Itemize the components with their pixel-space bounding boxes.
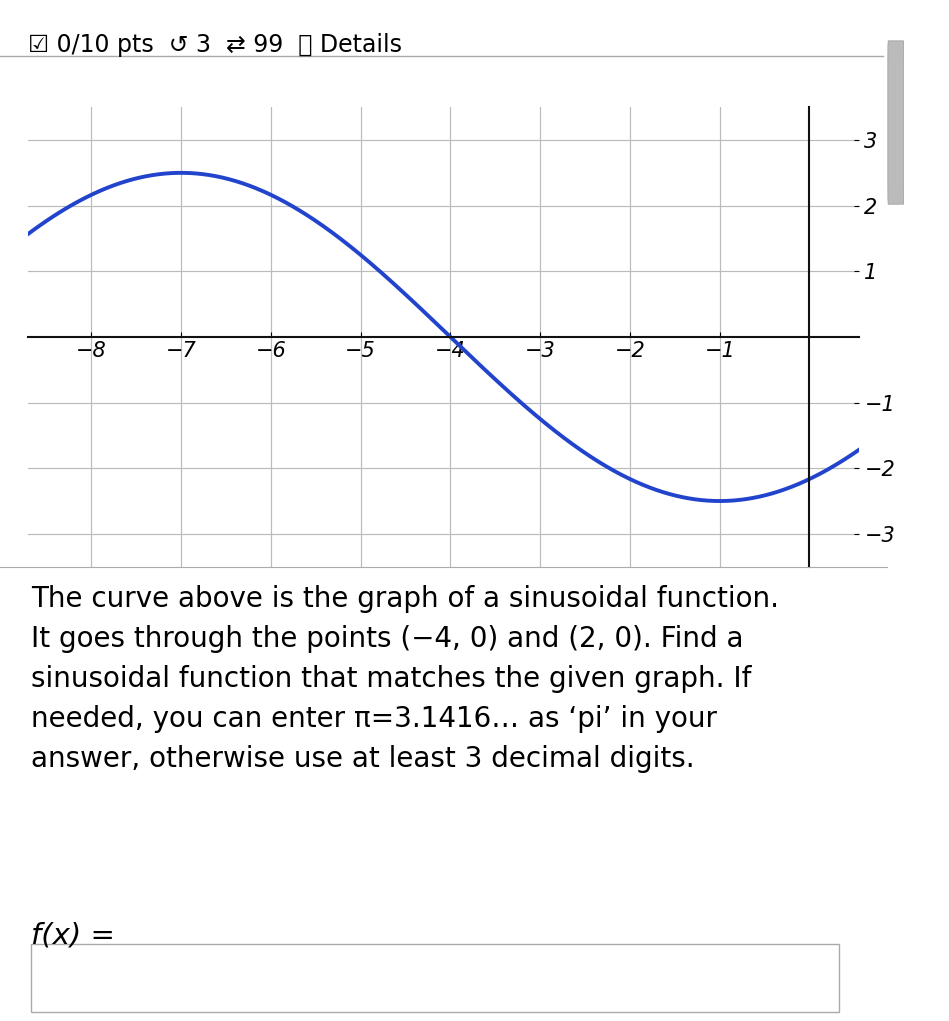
Text: f(x) =: f(x) = bbox=[31, 921, 115, 950]
FancyBboxPatch shape bbox=[888, 41, 903, 204]
Text: The curve above is the graph of a sinusoidal function.
It goes through the point: The curve above is the graph of a sinuso… bbox=[31, 585, 779, 773]
Text: ☑ 0/10 pts  ↺ 3  ⇄ 99  ⓘ Details: ☑ 0/10 pts ↺ 3 ⇄ 99 ⓘ Details bbox=[28, 33, 402, 57]
FancyBboxPatch shape bbox=[31, 943, 839, 1012]
